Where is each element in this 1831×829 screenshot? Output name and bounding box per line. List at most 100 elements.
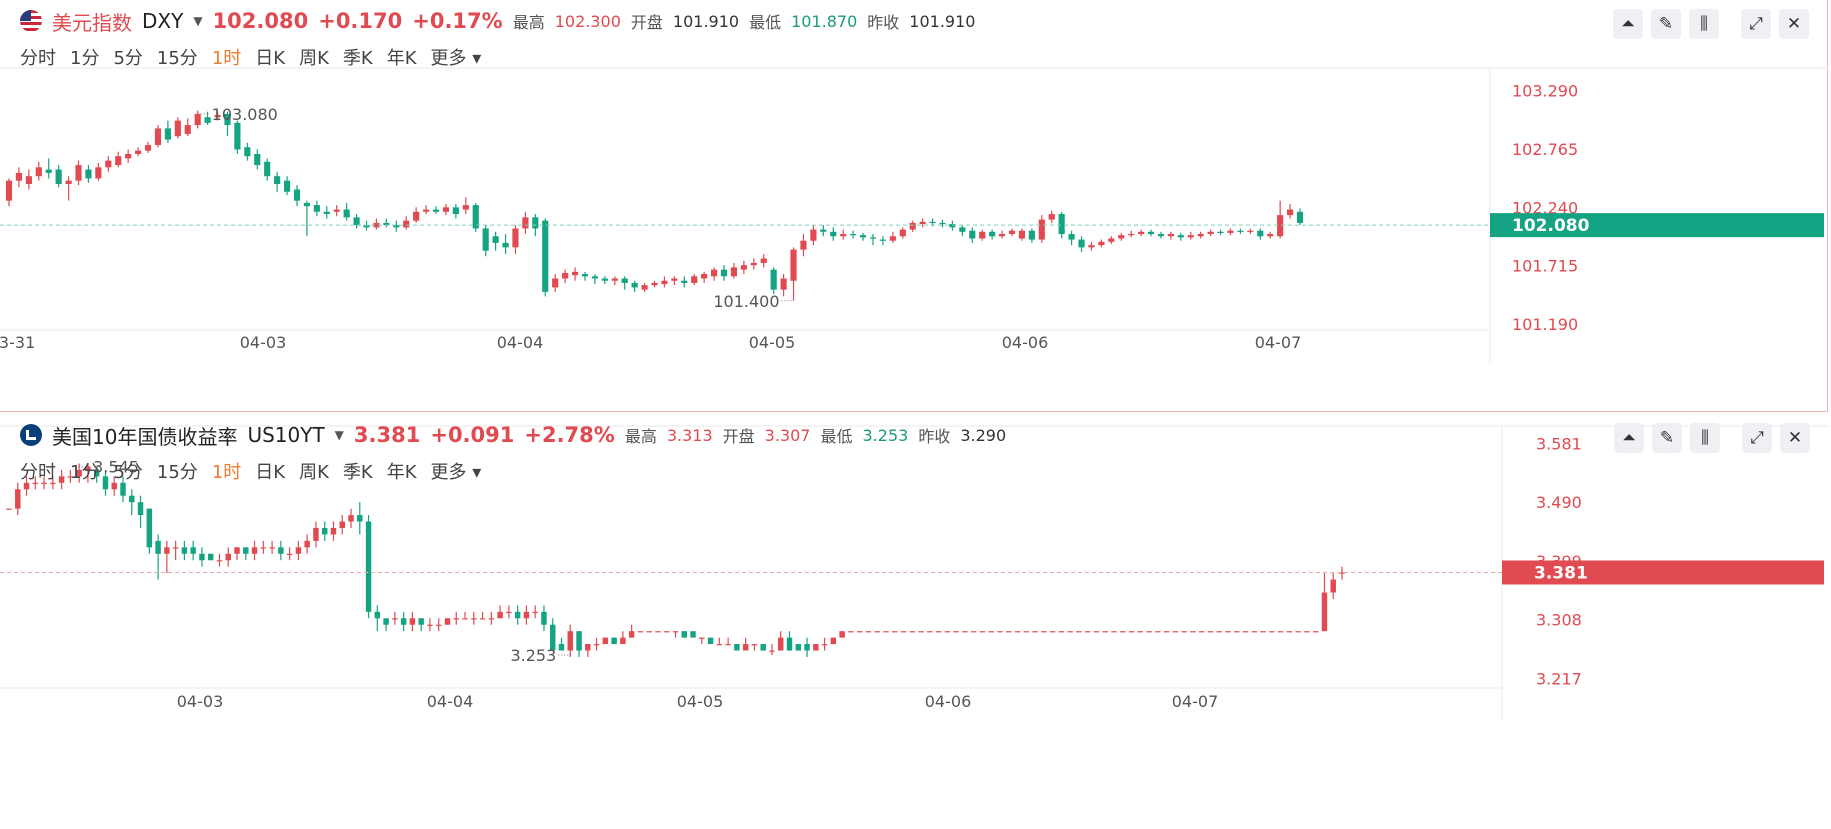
tab-4[interactable]: 1时 [211,48,242,69]
chart-type-line-icon[interactable]: ⏶ [1614,423,1644,453]
tab-2[interactable]: 5分 [113,48,143,69]
instrument-name[interactable]: 美国10年国债收益率 [52,424,238,449]
candle-body [701,274,708,279]
candle-body [129,495,135,503]
tab-0[interactable]: 分时 [20,48,56,69]
candle-body [65,180,72,184]
candle-body [1242,631,1249,633]
candle-body [164,547,170,554]
close-icon[interactable]: ✕ [1779,9,1809,39]
tab-9[interactable]: 更多 ▾ [430,48,482,69]
candle-body [1049,631,1056,633]
x-tick-label: 04-03 [177,692,224,711]
candle-body [343,209,350,218]
candlestick-icon[interactable]: ⫼ [1690,423,1720,453]
tab-4[interactable]: 1时 [211,462,242,483]
tab-8[interactable]: 年K [386,462,417,483]
candle-body [264,161,271,177]
dxy-candlestick-chart[interactable]: 103.290 102.765 102.240 101.715 101.190 03-31… [0,0,1828,412]
candle-body [190,547,196,554]
tab-2[interactable]: 5分 [113,462,143,483]
candle-body [935,631,942,633]
us10yt-candlestick-chart[interactable]: 3.5813.4903.3993.3083.21704-0304-0404-05… [0,414,1828,829]
chevron-down-icon[interactable]: ▼ [193,14,203,28]
candle-body [224,113,231,126]
low-label: 最低 [749,13,782,32]
candle-body [979,631,986,633]
instrument-name[interactable]: 美元指数 [52,10,132,35]
candle-body [172,547,179,549]
open-value: 101.910 [672,11,740,31]
candle-body [303,202,311,207]
tab-6[interactable]: 周K [299,48,329,69]
prev-close-label: 昨收 [918,427,951,446]
chevron-down-icon[interactable]: ▼ [334,428,344,442]
candle-body [1217,231,1224,234]
chart-type-line-icon[interactable]: ⏶ [1613,9,1643,39]
candle-body [333,209,340,212]
candle-body [32,482,39,485]
candle-body [621,278,628,283]
candle-body [1157,234,1165,237]
candle-body [571,271,579,276]
draw-pencil-icon[interactable]: ✎ [1652,423,1682,453]
tab-3[interactable]: 15分 [156,48,198,69]
candlestick-icon[interactable]: ⫼ [1689,9,1719,39]
candle-body [1108,238,1115,242]
tab-1[interactable]: 1分 [70,462,100,483]
tab-6[interactable]: 周K [299,462,329,483]
candle-body [85,169,92,179]
candle-body [444,618,451,625]
candle-body [214,115,221,118]
tab-8[interactable]: 年K [386,48,417,69]
draw-pencil-icon[interactable]: ✎ [1651,9,1681,39]
candle-body [637,631,644,633]
candle-body [435,624,442,626]
candle-body [105,160,112,168]
candle-body [374,611,381,619]
candle-body [234,122,241,150]
us10yt-panel: 3.5813.4903.3993.3083.21704-0304-0404-05… [0,414,1828,829]
candle-body [1093,631,1100,633]
candle-body [1008,230,1016,235]
min-annotation-label: 101.400 [713,292,779,311]
candle-body [15,489,21,509]
instrument-symbol[interactable]: US10YT [247,423,325,447]
expand-icon[interactable]: ⤢ [1742,423,1772,453]
candle-body [339,521,345,528]
x-tick-label: 04-06 [925,692,972,711]
candle-body [959,227,966,232]
candle-body [909,222,916,230]
candle-body [58,476,65,483]
candle-body [137,502,144,516]
candle-body [848,631,854,633]
tab-0[interactable]: 分时 [20,462,56,483]
prev-close-label: 昨收 [867,13,900,32]
candle-body [409,618,416,625]
candle-body [770,269,777,290]
candle-body [523,611,530,619]
candle-body [251,547,258,554]
tab-5[interactable]: 日K [255,462,286,483]
tab-9[interactable]: 更多 ▾ [430,462,482,483]
candle-body [821,644,828,646]
tab-5[interactable]: 日K [255,48,286,69]
candle-body [1028,230,1035,240]
expand-icon[interactable]: ⤢ [1741,9,1771,39]
last-price-tag-label: 3.381 [1534,563,1588,583]
bond-chart-icon [20,424,42,446]
close-icon[interactable]: ✕ [1780,423,1810,453]
tab-3[interactable]: 15分 [156,462,198,483]
tab-7[interactable]: 季K [342,48,373,69]
instrument-symbol[interactable]: DXY [142,9,184,33]
candle-body [813,644,819,651]
candle-body [651,282,658,286]
tab-7[interactable]: 季K [342,462,373,483]
candle-body [383,618,389,625]
candle-body [1269,631,1275,633]
candle-body [869,237,877,239]
candle-body [225,553,231,561]
x-tick-label: 04-05 [677,692,724,711]
tab-1[interactable]: 1分 [70,48,100,69]
candle-body [471,618,477,620]
